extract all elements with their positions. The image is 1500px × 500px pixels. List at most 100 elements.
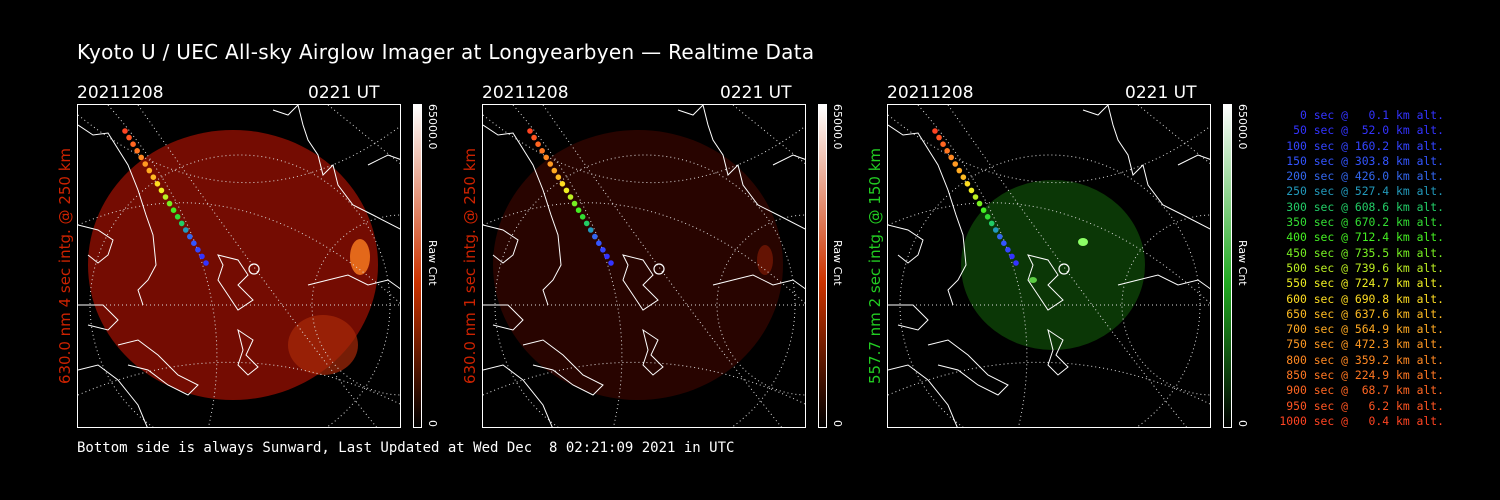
coastline <box>78 224 114 264</box>
coastline <box>217 254 254 311</box>
coastline <box>888 124 967 306</box>
coastline <box>367 154 400 166</box>
coastline <box>702 105 805 230</box>
grid-line <box>483 361 805 405</box>
trajectory-point <box>1001 240 1007 246</box>
trajectory-point <box>587 227 594 233</box>
coastline <box>677 105 704 116</box>
trajectory-point <box>142 161 149 167</box>
trajectory-point <box>952 161 959 167</box>
trajectory-point <box>968 187 975 194</box>
coastline <box>297 105 400 230</box>
legend-row: 500 sec @ 739.6 km alt. <box>1286 260 1444 275</box>
coastline <box>888 364 958 427</box>
panel-3-colorbar <box>1223 104 1232 428</box>
panel-1-cbar-unit: Raw Cnt <box>426 240 439 286</box>
airglow-image <box>493 130 783 400</box>
legend-row: 1000 sec @ 0.4 km alt. <box>1279 413 1444 428</box>
panel-2-colorbar <box>818 104 827 428</box>
trajectory-point <box>997 233 1003 240</box>
legend-row: 300 sec @ 608.6 km alt. <box>1286 199 1444 214</box>
legend-row: 250 sec @ 527.4 km alt. <box>1286 184 1444 199</box>
trajectory-point <box>932 128 938 134</box>
coastline <box>927 339 1009 396</box>
trajectory-point <box>972 194 979 200</box>
trajectory-point <box>604 253 610 260</box>
grid-line <box>512 105 623 427</box>
trajectory-point <box>976 200 983 207</box>
panel-1-image <box>77 104 401 428</box>
trajectory-point <box>579 214 586 220</box>
station-marker <box>248 263 260 275</box>
trajectory-point <box>592 233 598 240</box>
trajectory-point <box>138 154 144 161</box>
trajectory-point <box>182 227 189 233</box>
trajectory-point <box>146 167 153 174</box>
panel-1-ylabel: 630.0 nm 4 sec intg. @ 250 km <box>56 147 74 385</box>
trajectory-point <box>191 240 197 246</box>
trajectory-point <box>199 253 205 260</box>
coastline <box>622 254 659 311</box>
panel-3-date: 20211208 <box>887 83 974 103</box>
coastline <box>483 304 524 331</box>
panel-1-date: 20211208 <box>77 83 164 103</box>
coastline <box>307 274 400 290</box>
trajectory-point <box>948 154 954 161</box>
panel-2-date: 20211208 <box>482 83 569 103</box>
trajectory-point <box>203 260 209 266</box>
trajectory-point <box>535 141 541 147</box>
station-marker <box>1058 263 1070 275</box>
panel-3-image <box>887 104 1211 428</box>
trajectory-point <box>170 207 177 213</box>
coastline <box>888 304 929 331</box>
trajectory-point <box>936 134 942 141</box>
panel-2-image <box>482 104 806 428</box>
panel-1-cbar-max: 65000.0 <box>426 104 439 150</box>
panel-2-cbar-unit: Raw Cnt <box>831 240 844 286</box>
trajectory-point <box>1009 253 1015 260</box>
trajectory-point <box>555 174 562 180</box>
trajectory-point <box>154 181 161 187</box>
coastline <box>483 364 553 427</box>
coastline <box>1047 328 1069 376</box>
trajectory-point <box>964 181 971 187</box>
station-marker <box>653 263 665 275</box>
coastline <box>1117 274 1210 290</box>
trajectory-point <box>940 141 946 147</box>
trajectory-point <box>543 154 549 161</box>
trajectory-legend: 0 sec @ 0.1 km alt. 50 sec @ 52.0 km alt.… <box>1262 108 1444 429</box>
legend-row: 850 sec @ 224.9 km alt. <box>1286 368 1444 383</box>
trajectory-point <box>1005 247 1011 253</box>
trajectory-point <box>559 181 566 187</box>
trajectory-point <box>551 167 558 174</box>
legend-row: 400 sec @ 712.4 km alt. <box>1286 230 1444 245</box>
panel-3-time: 0221 UT <box>1125 83 1197 103</box>
coastline <box>237 328 259 376</box>
trajectory-point <box>984 214 991 220</box>
trajectory-point <box>126 134 132 141</box>
panel-2-cbar-max: 65000.0 <box>831 104 844 150</box>
grid-line <box>78 114 400 183</box>
coastline <box>483 124 562 306</box>
trajectory-point <box>539 148 545 154</box>
page-title: Kyoto U / UEC All-sky Airglow Imager at … <box>77 40 815 64</box>
legend-row: 550 sec @ 724.7 km alt. <box>1286 276 1444 291</box>
airglow-image <box>961 180 1145 350</box>
grid-line <box>888 114 1210 183</box>
trajectory-point <box>563 187 570 194</box>
legend-row: 900 sec @ 68.7 km alt. <box>1286 383 1444 398</box>
legend-row: 0 sec @ 0.1 km alt. <box>1299 108 1444 122</box>
panel-1-time: 0221 UT <box>308 83 380 103</box>
trajectory-point <box>130 141 136 147</box>
trajectory-point <box>596 240 602 246</box>
grid-line <box>137 105 378 427</box>
legend-row: 50 sec @ 52.0 km alt. <box>1293 123 1444 138</box>
trajectory-point <box>600 247 606 253</box>
panel-3-cbar-max: 65000.0 <box>1236 104 1249 150</box>
trajectory-point <box>187 233 193 240</box>
legend-row: 750 sec @ 472.3 km alt. <box>1286 337 1444 352</box>
trajectory-point <box>583 220 590 227</box>
aurora-patch <box>1078 238 1088 246</box>
legend-row: 200 sec @ 426.0 km alt. <box>1286 169 1444 184</box>
trajectory-point <box>150 174 157 180</box>
